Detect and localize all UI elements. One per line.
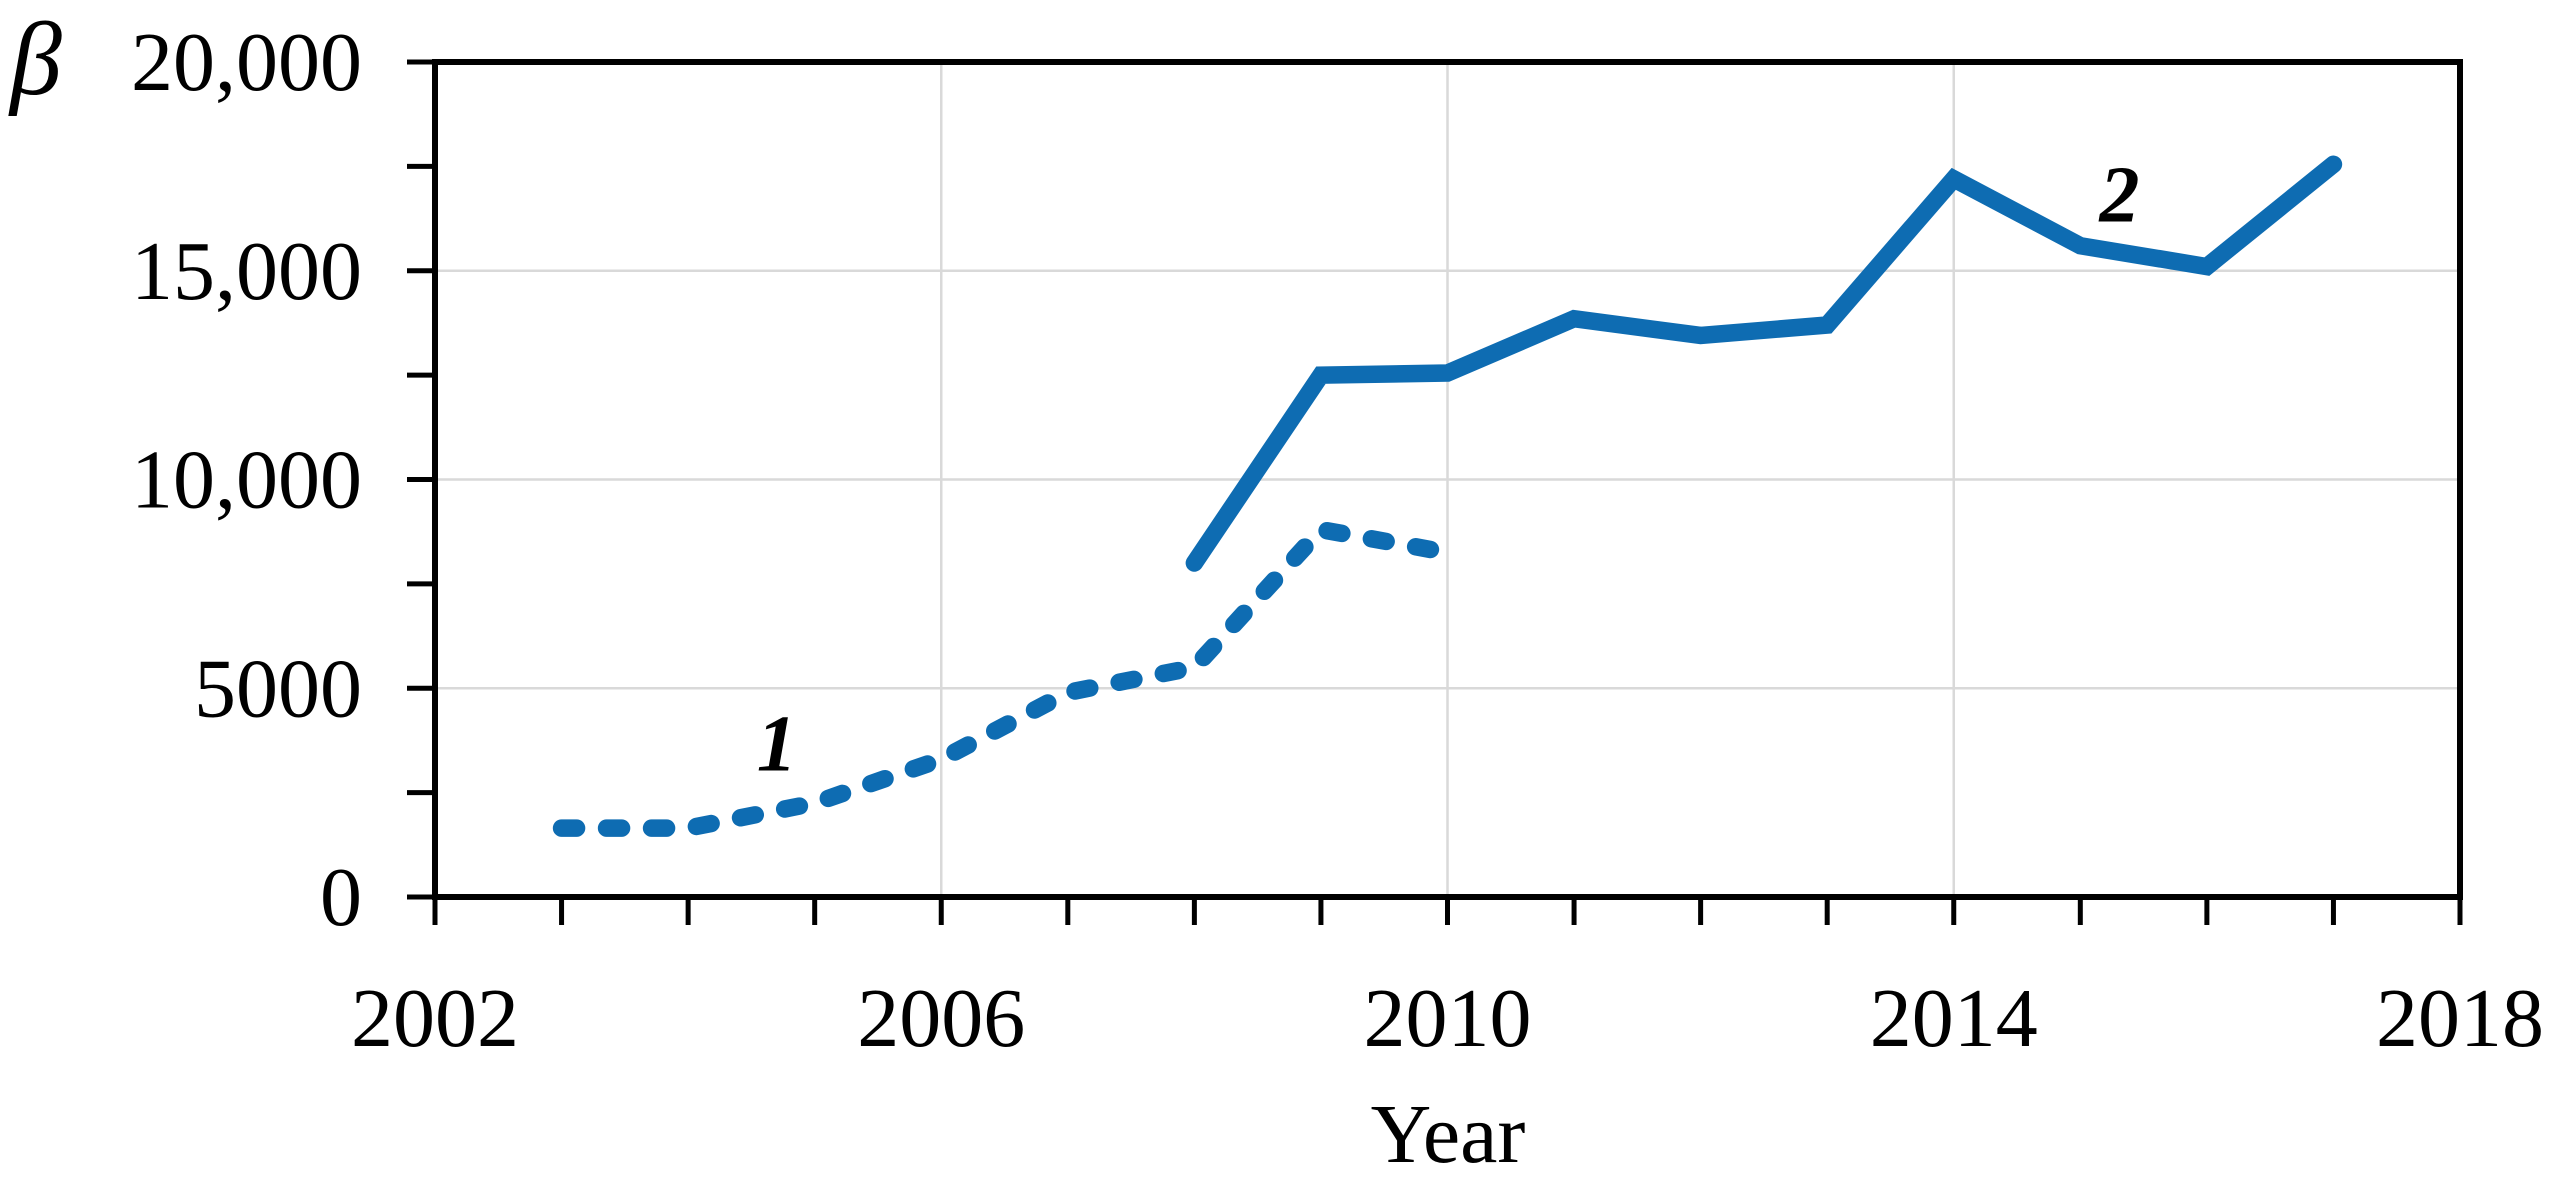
data-series: [552, 155, 2343, 837]
series-label-2: 2: [2099, 152, 2140, 240]
x-axis-title: Year: [1371, 1088, 1526, 1181]
y-tick-label-0: 0: [320, 851, 362, 944]
y-tick-label-5000: 5000: [194, 642, 362, 735]
y-tick-label-10000: 10,000: [131, 434, 362, 527]
series-1-line: [552, 520, 1457, 837]
x-tick-label-2006: 2006: [857, 972, 1025, 1065]
y-axis-ticks: [407, 59, 435, 900]
x-tick-label-2010: 2010: [1364, 972, 1532, 1065]
y-tick-label-20000: 20,000: [131, 16, 362, 109]
x-tick-label-2002: 2002: [351, 972, 519, 1065]
x-axis-ticks: [432, 897, 2463, 925]
y-tick-labels: 0 5000 10,000 15,000 20,000: [131, 16, 362, 944]
y-tick-label-15000: 15,000: [131, 225, 362, 318]
series-label-1: 1: [757, 701, 797, 789]
horizontal-gridlines: [435, 269, 2460, 690]
series-annotations: 12: [757, 152, 2140, 789]
x-tick-labels: 2002 2006 2010 2014 2018: [351, 972, 2544, 1065]
x-tick-label-2018: 2018: [2376, 972, 2544, 1065]
y-axis-title: β: [8, 2, 62, 117]
series-2-line: [1185, 155, 2343, 572]
x-tick-label-2014: 2014: [1870, 972, 2038, 1065]
